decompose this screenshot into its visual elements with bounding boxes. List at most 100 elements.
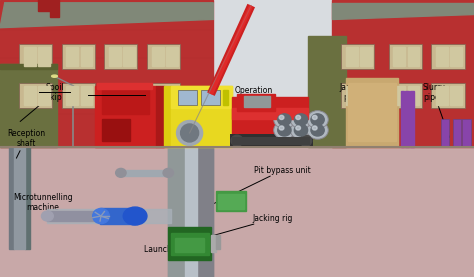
Bar (81, 86, 92, 105)
Bar (178, 90, 197, 105)
Bar (0, 64, 57, 147)
Bar (147, 83, 180, 108)
Ellipse shape (307, 111, 328, 129)
Bar (216, 191, 246, 211)
Ellipse shape (290, 111, 312, 129)
Bar (436, 86, 448, 105)
Bar (393, 47, 405, 66)
Ellipse shape (176, 120, 203, 145)
Bar (24, 47, 36, 66)
Bar (450, 86, 462, 105)
Bar (166, 47, 178, 66)
Bar (201, 90, 220, 105)
Bar (171, 86, 232, 108)
Bar (308, 36, 346, 147)
Bar (9, 147, 14, 249)
Bar (408, 86, 419, 105)
Ellipse shape (123, 207, 147, 225)
Bar (0, 64, 57, 69)
Bar (232, 108, 308, 119)
Ellipse shape (42, 211, 54, 221)
Bar (50, 0, 59, 17)
Ellipse shape (279, 115, 284, 119)
Bar (156, 86, 164, 147)
Bar (462, 119, 471, 147)
Bar (62, 44, 95, 69)
Bar (360, 86, 372, 105)
Bar (171, 233, 209, 255)
Bar (389, 83, 422, 108)
Bar (104, 83, 137, 108)
Bar (0, 0, 474, 147)
Bar (360, 47, 372, 66)
Bar (408, 47, 419, 66)
Bar (348, 83, 396, 141)
Bar (185, 147, 197, 277)
Bar (197, 147, 213, 277)
Bar (102, 89, 149, 114)
Bar (211, 235, 216, 252)
Text: Reception
shaft: Reception shaft (7, 129, 45, 158)
Polygon shape (332, 3, 474, 19)
Bar (168, 125, 185, 277)
Text: Launch shaft: Launch shaft (144, 161, 193, 254)
Bar (152, 47, 164, 66)
Bar (168, 147, 185, 277)
Bar (97, 83, 152, 89)
Bar (166, 86, 178, 105)
Bar (346, 78, 398, 147)
Bar (346, 86, 358, 105)
Bar (0, 0, 213, 147)
Bar (175, 238, 204, 252)
Bar (431, 83, 465, 108)
Bar (24, 86, 36, 105)
Bar (66, 47, 78, 66)
Ellipse shape (300, 135, 312, 146)
Bar (237, 94, 275, 111)
Text: Microtunnelling
machine: Microtunnelling machine (13, 193, 87, 215)
Bar (232, 97, 308, 136)
Bar (453, 119, 461, 147)
Ellipse shape (290, 121, 312, 139)
Ellipse shape (278, 124, 291, 136)
Bar (47, 209, 171, 223)
Bar (244, 96, 270, 107)
Bar (109, 47, 121, 66)
Bar (0, 147, 474, 277)
Bar (216, 235, 220, 249)
Ellipse shape (273, 121, 295, 139)
Bar (401, 91, 404, 147)
Bar (66, 86, 78, 105)
Ellipse shape (294, 114, 308, 125)
Text: Jacking rig: Jacking rig (211, 214, 293, 236)
Ellipse shape (307, 121, 328, 139)
Ellipse shape (278, 114, 291, 125)
Text: Jacking
pipes: Jacking pipes (339, 83, 367, 137)
Bar (102, 119, 130, 141)
Bar (81, 47, 92, 66)
Bar (38, 0, 50, 11)
Ellipse shape (296, 115, 301, 119)
Ellipse shape (296, 126, 301, 130)
Bar (147, 44, 180, 69)
Bar (346, 47, 358, 66)
Bar (405, 91, 409, 147)
Bar (171, 86, 232, 147)
Ellipse shape (116, 168, 126, 177)
Bar (230, 134, 313, 147)
Bar (232, 137, 310, 145)
Bar (95, 86, 156, 147)
Bar (341, 44, 374, 69)
Bar (152, 86, 164, 105)
Bar (218, 194, 244, 209)
Text: Slurry
pipes: Slurry pipes (422, 83, 449, 137)
Bar (38, 47, 50, 66)
Bar (47, 211, 100, 221)
Ellipse shape (311, 114, 324, 125)
Text: Slurry
separation
system: Slurry separation system (96, 85, 137, 138)
Bar (436, 47, 448, 66)
Bar (19, 83, 52, 108)
Bar (109, 86, 121, 105)
Ellipse shape (231, 135, 243, 146)
Ellipse shape (312, 115, 317, 119)
